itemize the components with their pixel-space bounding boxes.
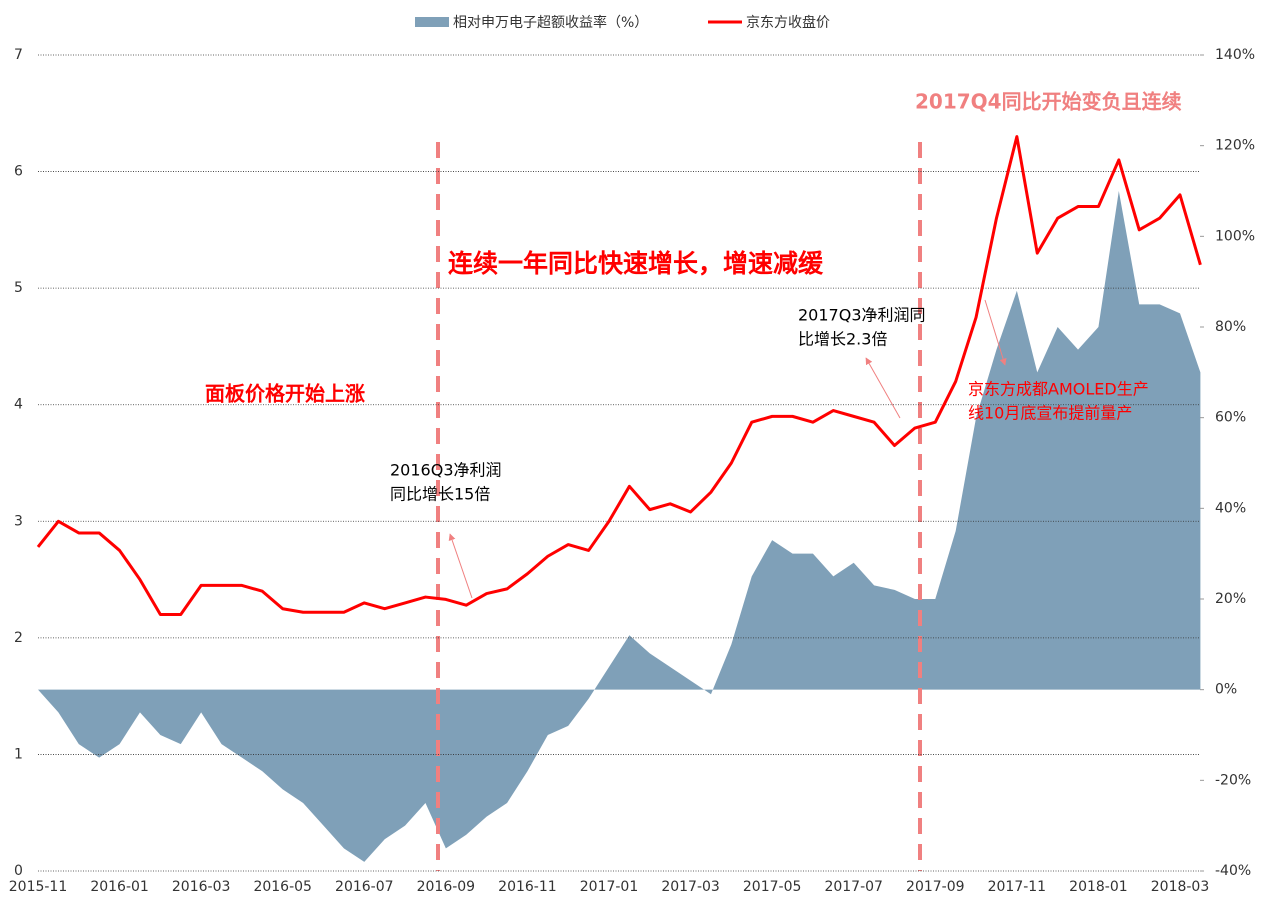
y2-tick-label: 100% bbox=[1215, 228, 1255, 244]
legend-label: 京东方收盘价 bbox=[746, 14, 830, 31]
annotation: 面板价格开始上涨 bbox=[205, 382, 365, 406]
line bbox=[36, 135, 1202, 617]
x-tick-label: 2017-07 bbox=[824, 879, 883, 895]
y-tick-label: 7 bbox=[14, 47, 23, 63]
y-tick-label: 1 bbox=[14, 746, 23, 762]
y2-tick-label: 40% bbox=[1215, 500, 1246, 516]
y-tick-label: 0 bbox=[14, 863, 23, 879]
y2-tick-label: -20% bbox=[1215, 772, 1251, 788]
annotation: 同比增长15倍 bbox=[390, 485, 490, 504]
x-tick-label: 2017-11 bbox=[988, 879, 1047, 895]
annotation: 2016Q3净利润 bbox=[390, 461, 502, 480]
y-tick-label: 4 bbox=[14, 397, 23, 413]
legend-label: 相对申万电子超额收益率（%） bbox=[453, 14, 648, 31]
arrow bbox=[448, 533, 473, 599]
y-tick-label: 2 bbox=[14, 630, 23, 646]
x-tick-label: 2016-05 bbox=[253, 879, 312, 895]
x-tick-label: 2016-03 bbox=[172, 879, 231, 895]
y2-tick-label: 80% bbox=[1215, 319, 1246, 335]
annotation: 京东方成都AMOLED生产 bbox=[968, 380, 1149, 399]
area bbox=[38, 191, 1201, 862]
x-tick-label: 2016-01 bbox=[90, 879, 149, 895]
arrow bbox=[865, 357, 901, 419]
x-tick-label: 2018-03 bbox=[1151, 879, 1210, 895]
arrow bbox=[984, 299, 1007, 366]
annotation: 比增长2.3倍 bbox=[798, 330, 887, 349]
x-tick-label: 2017-09 bbox=[906, 879, 965, 895]
y2-tick-label: -40% bbox=[1215, 863, 1251, 879]
x-tick-label: 2016-09 bbox=[417, 879, 476, 895]
annotation: 连续一年同比快速增长，增速减缓 bbox=[448, 249, 824, 278]
y2-tick-label: 140% bbox=[1215, 47, 1255, 63]
y-tick-label: 5 bbox=[14, 280, 23, 296]
annotation: 线10月底宣布提前量产 bbox=[968, 404, 1132, 423]
y2-tick-label: 120% bbox=[1215, 138, 1255, 154]
y2-tick-label: 20% bbox=[1215, 591, 1246, 607]
annotation: 2017Q3净利润同 bbox=[798, 306, 926, 325]
y-tick-label: 6 bbox=[14, 164, 23, 180]
x-tick-label: 2017-03 bbox=[661, 879, 720, 895]
y-tick-label: 3 bbox=[14, 513, 23, 529]
y2-tick-label: 60% bbox=[1215, 410, 1246, 426]
x-tick-label: 2016-11 bbox=[498, 879, 557, 895]
y2-tick-label: 0% bbox=[1215, 682, 1237, 698]
x-tick-label: 2017-05 bbox=[743, 879, 802, 895]
x-tick-label: 2017-01 bbox=[580, 879, 639, 895]
x-tick-label: 2018-01 bbox=[1069, 879, 1128, 895]
x-tick-label: 2015-11 bbox=[9, 879, 68, 895]
legend-swatch bbox=[415, 17, 449, 27]
annotation: 2017Q4同比开始变负且连续 bbox=[915, 90, 1182, 114]
x-tick-label: 2016-07 bbox=[335, 879, 394, 895]
